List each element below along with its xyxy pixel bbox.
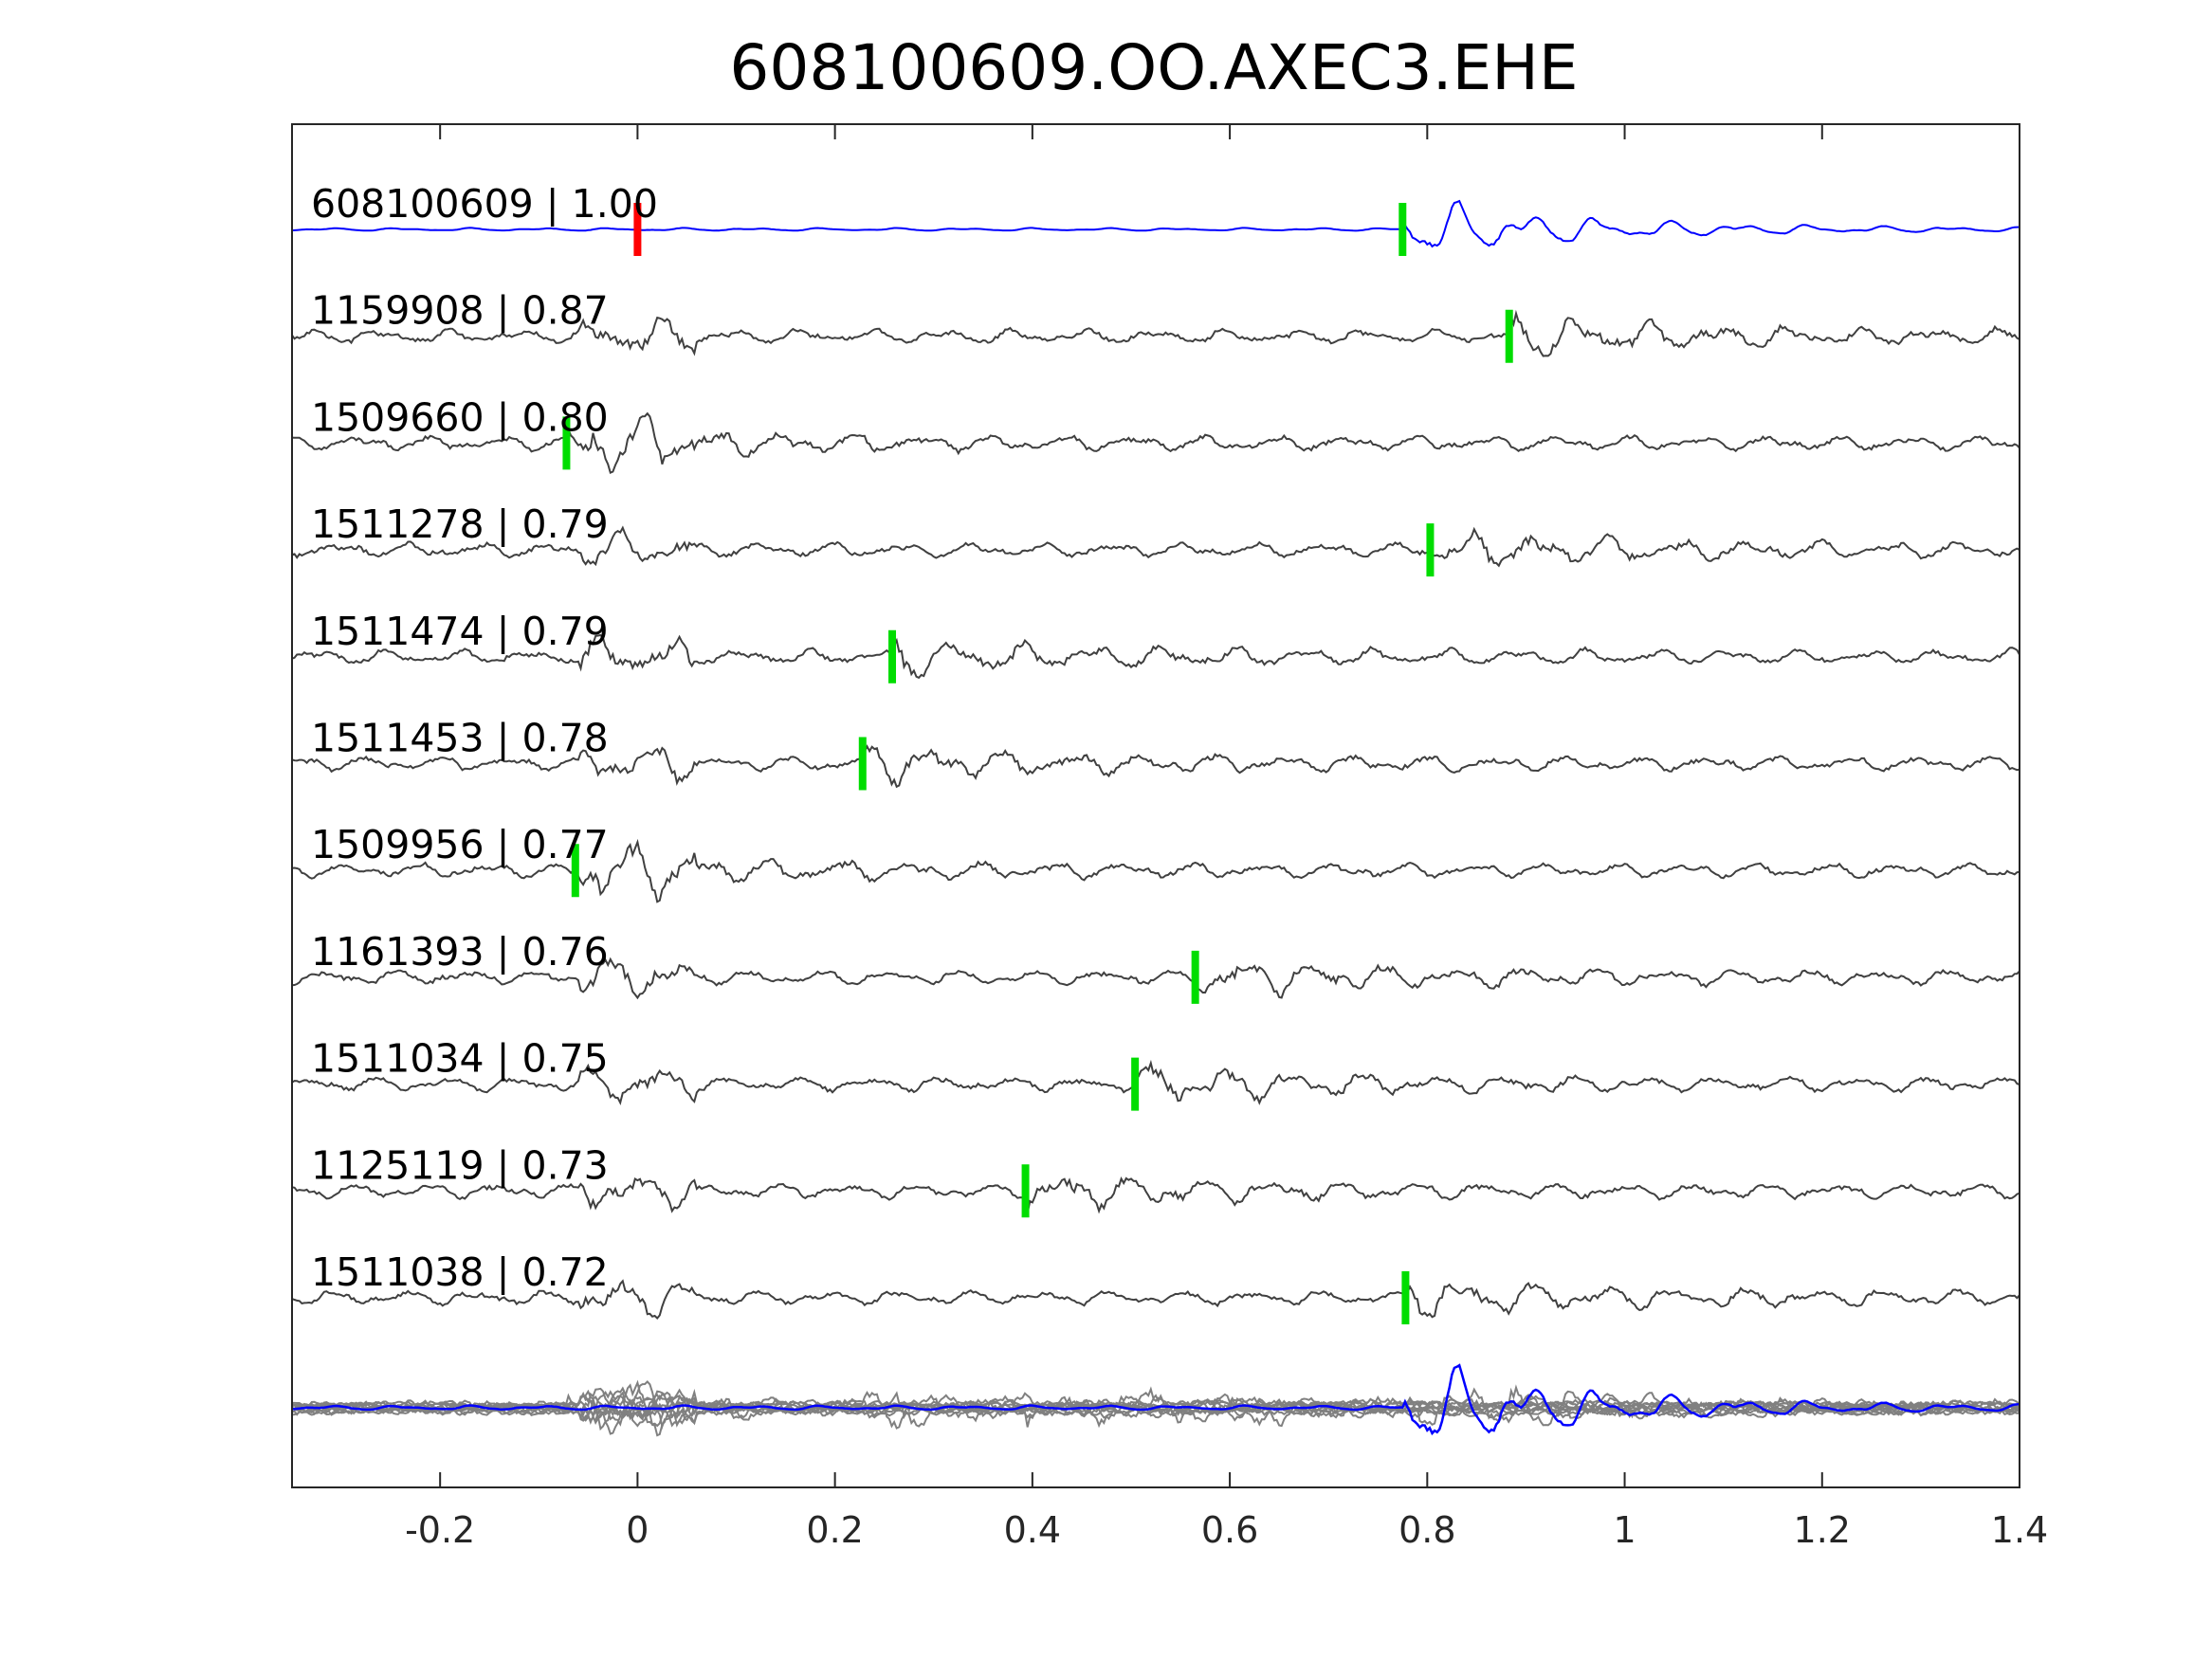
x-tick-label-7: 1.2 xyxy=(1794,1509,1851,1551)
trace-3 xyxy=(291,525,2020,568)
trace-label-8: 1511034 | 0.75 xyxy=(311,1036,609,1082)
trace-label-4: 1511474 | 0.79 xyxy=(311,609,609,654)
stack-template-trace xyxy=(291,1363,2020,1436)
x-tick-label-3: 0.4 xyxy=(1004,1509,1061,1551)
x-axis: -0.2 0 0.2 0.4 0.6 0.8 1 1.2 1.4 xyxy=(405,124,2048,1551)
x-tick-label-0: -0.2 xyxy=(405,1509,475,1551)
axes-frame xyxy=(291,123,2020,1488)
trace-label-0: 608100609 | 1.00 xyxy=(311,181,658,227)
trace-label-9: 1125119 | 0.73 xyxy=(311,1142,609,1188)
trace-label-7: 1161393 | 0.76 xyxy=(311,929,609,975)
trace-label-5: 1511453 | 0.78 xyxy=(311,716,609,761)
x-tick-label-2: 0.2 xyxy=(806,1509,863,1551)
trace-label-3: 1511278 | 0.79 xyxy=(311,501,609,547)
trace-2 xyxy=(291,411,2020,474)
stack-trace-9 xyxy=(291,1395,2020,1429)
plot-area xyxy=(291,199,2020,1437)
x-tick-label-8: 1.4 xyxy=(1991,1509,2048,1551)
trace-label-2: 1509660 | 0.80 xyxy=(311,394,609,440)
x-tick-label-5: 0.8 xyxy=(1398,1509,1455,1551)
trace-6 xyxy=(291,838,2020,903)
trace-8 xyxy=(291,1059,2020,1106)
stack-trace-10 xyxy=(291,1391,2020,1428)
x-tick-label-4: 0.6 xyxy=(1201,1509,1258,1551)
trace-5 xyxy=(291,744,2020,789)
trace-10 xyxy=(291,1279,2020,1320)
trace-labels: 608100609 | 1.00 1159908 | 0.87 1509660 | … xyxy=(311,181,658,1295)
trace-label-10: 1511038 | 0.72 xyxy=(311,1249,609,1295)
trace-label-1: 1159908 | 0.87 xyxy=(311,288,609,334)
trace-1 xyxy=(291,309,2020,357)
trace-0 xyxy=(291,199,2020,248)
trace-7 xyxy=(291,957,2020,1000)
trace-label-6: 1509956 | 0.77 xyxy=(311,822,609,867)
x-tick-label-6: 1 xyxy=(1613,1509,1636,1551)
trace-4 xyxy=(291,633,2020,680)
x-tick-label-1: 0 xyxy=(626,1509,649,1551)
chart-title: 608100609.OO.AXEC3.EHE xyxy=(729,31,1578,104)
trace-9 xyxy=(291,1176,2020,1214)
